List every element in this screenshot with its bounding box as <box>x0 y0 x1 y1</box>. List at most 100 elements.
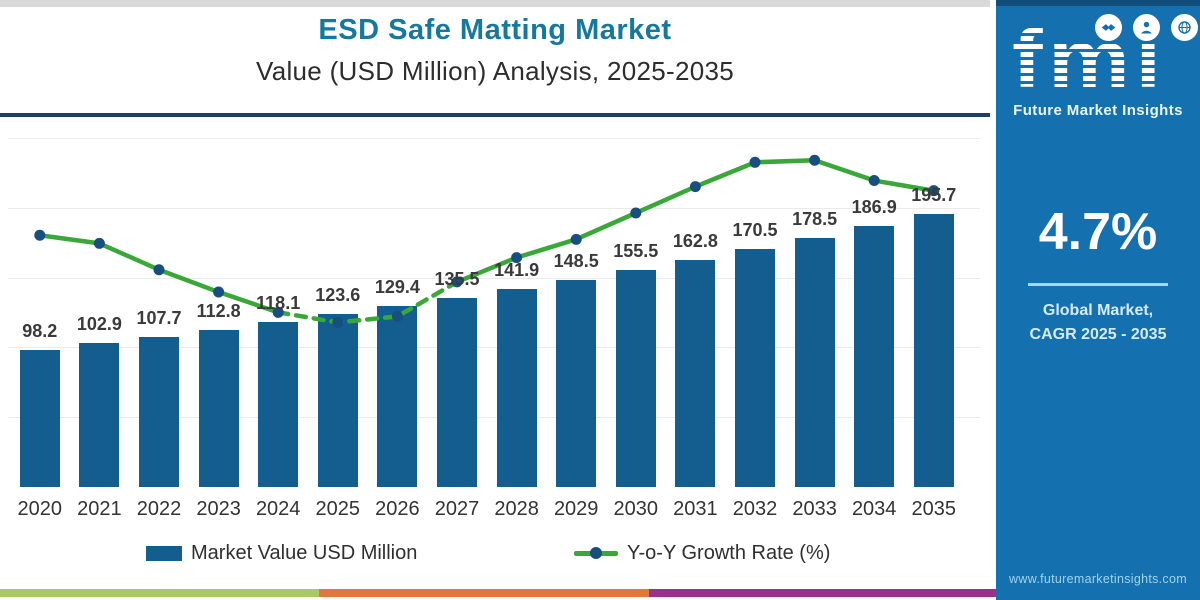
growth-marker-2035 <box>928 185 940 197</box>
bar-value-label-2029: 148.5 <box>553 250 599 271</box>
bar-value-label-2035: 195.7 <box>911 184 957 205</box>
bar-value-label-2027: 135.5 <box>434 268 480 289</box>
legend-label-growth-rate: Y-o-Y Growth Rate (%) <box>627 542 831 564</box>
growth-marker-2029 <box>570 233 582 245</box>
bar-2031 <box>675 259 716 487</box>
gridlines-layer <box>0 0 990 600</box>
gridline <box>8 207 980 209</box>
bar-2030 <box>615 269 656 487</box>
bar-2033 <box>794 237 835 487</box>
bar-value-label-2023: 112.8 <box>196 300 241 321</box>
cagr-caption-line1: Global Market, <box>1042 302 1154 319</box>
legend: Market Value USD Million Y-o-Y Growth Ra… <box>0 542 990 572</box>
bar-2022 <box>139 336 179 487</box>
x-tick-label-2022: 2022 <box>136 498 182 520</box>
stripe-orange <box>319 589 649 597</box>
line-swatch-icon <box>574 547 618 559</box>
bar-2034 <box>854 226 895 487</box>
growth-marker-2021 <box>93 237 105 249</box>
x-tick-label-2031: 2031 <box>673 498 718 520</box>
legend-item-market-value: Market Value USD Million <box>146 542 417 565</box>
gridline <box>8 138 980 139</box>
page-title: ESD Safe Matting Market <box>318 14 672 46</box>
x-tick-label-2023: 2023 <box>196 498 241 520</box>
fmi-logo-caption: Future Market Insights <box>1013 102 1183 119</box>
fmi-logo: fmi Future Market Insights <box>996 6 1200 131</box>
bar-2027 <box>437 297 477 487</box>
bar-value-label-2024: 118.1 <box>256 293 301 314</box>
stripe-purple <box>649 589 996 597</box>
bar-value-label-2030: 155.5 <box>613 240 659 261</box>
chart-panel: ESD Safe Matting Market Value (USD Milli… <box>0 0 996 600</box>
x-tick-label-2029: 2029 <box>553 498 599 520</box>
bar-2025 <box>317 314 358 487</box>
bars-layer <box>19 213 954 487</box>
cagr-divider <box>1028 283 1168 286</box>
growth-marker-2032 <box>749 156 761 168</box>
x-tick-label-2035: 2035 <box>911 498 957 520</box>
bar-value-label-2034: 186.9 <box>851 197 897 218</box>
bar-value-label-2022: 107.7 <box>136 307 182 328</box>
brand-sidebar: fmi Future Market Insights 4.7% Global M… <box>996 0 1200 600</box>
footer-stripes <box>0 589 996 597</box>
growth-line-dashed-segment <box>275 279 460 325</box>
bar-2021 <box>79 343 120 487</box>
bar-swatch-icon <box>146 546 182 561</box>
bar-2020 <box>19 349 60 487</box>
growth-marker-2027 <box>451 276 463 288</box>
bar-value-label-2025: 123.6 <box>315 285 361 306</box>
legend-item-growth-rate: Y-o-Y Growth Rate (%) <box>574 542 830 565</box>
growth-marker-2031 <box>689 181 701 193</box>
x-tick-label-2020: 2020 <box>17 498 63 520</box>
growth-line-layer <box>34 154 940 328</box>
header-divider <box>0 113 990 117</box>
line-marker-dot-icon <box>590 547 602 559</box>
bar-value-label-2026: 129.4 <box>374 277 420 298</box>
combo-chart: 98.2 102.9 107.7 112.8 118.1 123.6 129.4 135.5 1… <box>0 0 990 600</box>
growth-marker-2034 <box>868 175 880 187</box>
website-url[interactable]: www.futuremarketinsights.com <box>1009 572 1187 586</box>
growth-marker-2020 <box>34 229 46 241</box>
bar-value-label-2031: 162.8 <box>672 230 718 251</box>
growth-marker-2023 <box>213 286 225 298</box>
stripe-green <box>0 589 319 597</box>
x-tick-label-2027: 2027 <box>434 498 480 520</box>
gridline <box>8 417 980 419</box>
person-icon <box>1133 14 1160 41</box>
growth-marker-2024 <box>272 306 284 318</box>
cagr-value: 4.7% <box>1038 203 1158 261</box>
x-tick-label-2026: 2026 <box>375 498 420 520</box>
x-tick-label-2028: 2028 <box>494 498 539 520</box>
x-axis-labels-layer: 2020 2021 2022 2023 2024 2025 2026 2027 2028 2029… <box>17 498 957 520</box>
x-tick-label-2030: 2030 <box>613 498 659 520</box>
growth-marker-2026 <box>391 310 403 322</box>
globe-icon <box>1171 14 1198 41</box>
cagr-caption: Global Market, CAGR 2025 - 2035 <box>996 299 1200 347</box>
x-tick-label-2025: 2025 <box>315 498 361 520</box>
growth-marker-2033 <box>809 154 821 166</box>
x-tick-label-2034: 2034 <box>851 498 897 520</box>
bar-value-label-2021: 102.9 <box>76 314 122 335</box>
cagr-caption-line2: CAGR 2025 - 2035 <box>1029 326 1167 343</box>
bar-2028 <box>496 288 537 487</box>
legend-label-market-value: Market Value USD Million <box>191 542 418 564</box>
bar-2029 <box>556 279 597 487</box>
bar-value-label-2033: 178.5 <box>792 208 838 229</box>
page-subtitle: Value (USD Million) Analysis, 2025-2035 <box>256 56 734 86</box>
x-tick-label-2021: 2021 <box>77 498 122 520</box>
x-tick-label-2024: 2024 <box>255 498 301 520</box>
bar-2024 <box>258 322 299 487</box>
bar-2032 <box>735 248 775 487</box>
fmi-wordmark: fmi <box>1012 12 1188 108</box>
x-tick-label-2033: 2033 <box>792 498 837 520</box>
growth-marker-2030 <box>630 207 642 219</box>
growth-marker-2025 <box>332 316 344 328</box>
handshake-icon <box>1095 14 1122 41</box>
growth-marker-2022 <box>153 264 165 276</box>
bar-2023 <box>198 329 239 487</box>
gridline <box>8 277 980 279</box>
bar-value-label-2028: 141.9 <box>494 259 540 280</box>
gridline <box>8 347 980 349</box>
growth-marker-2028 <box>511 252 523 264</box>
